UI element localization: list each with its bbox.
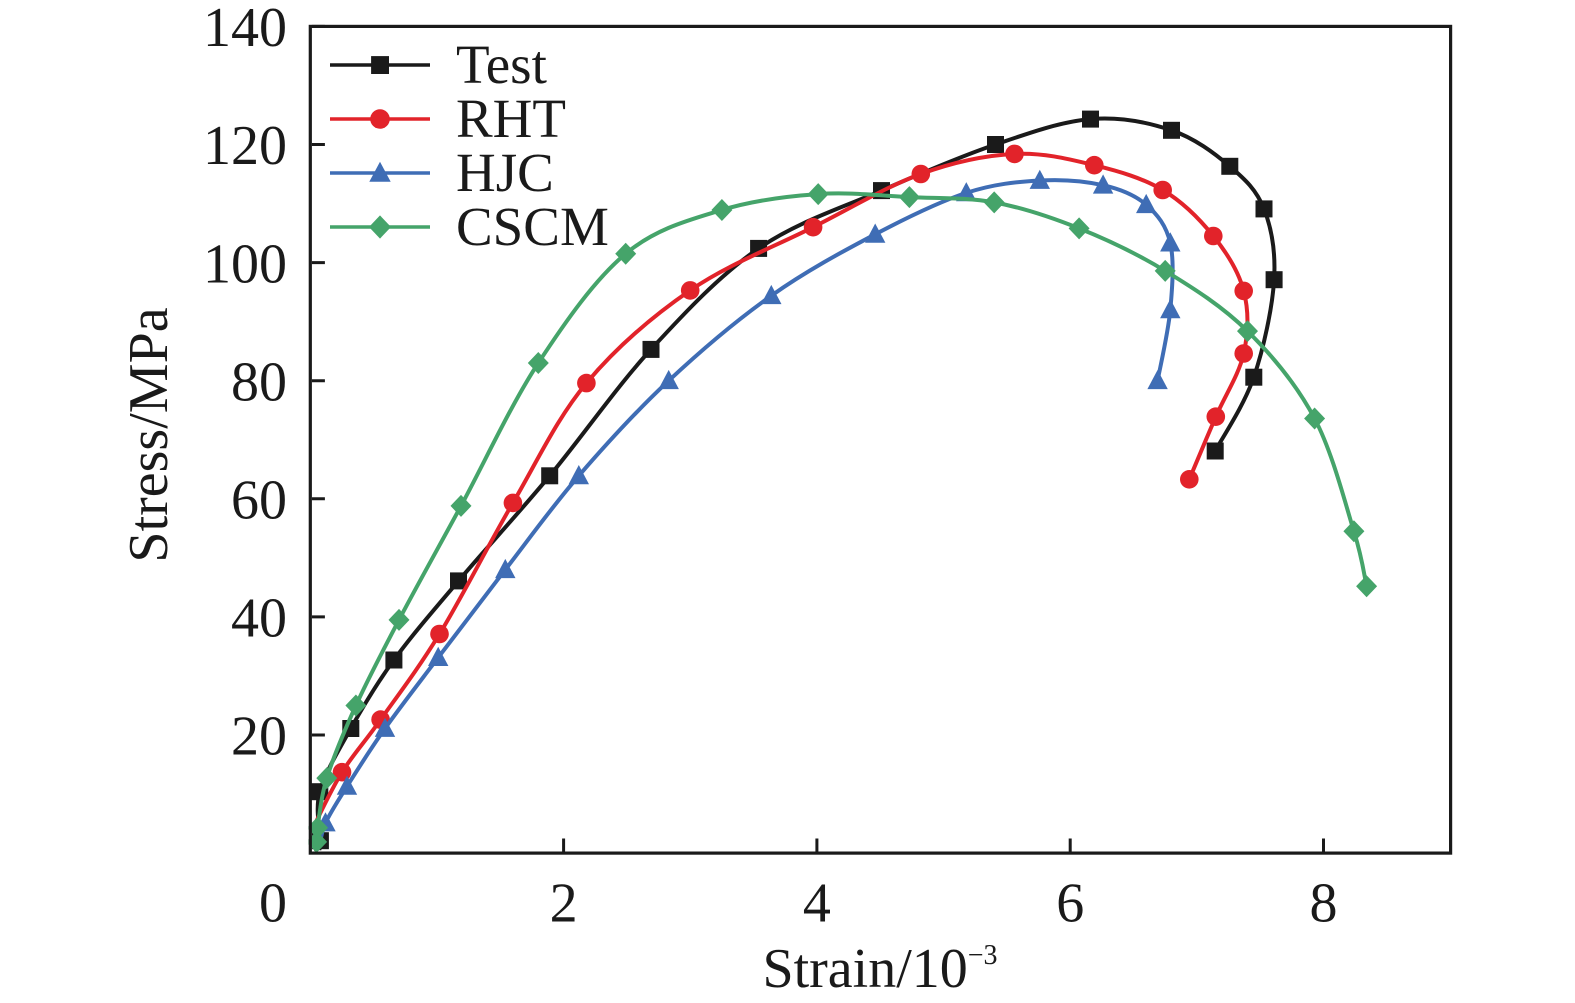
svg-text:Test: Test xyxy=(456,34,547,95)
svg-text:40: 40 xyxy=(231,588,287,650)
svg-text:8: 8 xyxy=(1310,873,1338,935)
svg-text:140: 140 xyxy=(203,0,287,59)
svg-text:60: 60 xyxy=(231,470,287,532)
svg-text:Stress/MPa: Stress/MPa xyxy=(118,307,180,562)
svg-text:RHT: RHT xyxy=(456,88,566,149)
svg-text:2: 2 xyxy=(550,873,578,935)
svg-text:0: 0 xyxy=(259,873,287,935)
svg-text:6: 6 xyxy=(1056,873,1084,935)
svg-text:CSCM: CSCM xyxy=(456,196,609,257)
svg-text:4: 4 xyxy=(803,873,831,935)
svg-text:Strain/10−3: Strain/10−3 xyxy=(762,938,997,1000)
svg-text:20: 20 xyxy=(231,706,287,768)
svg-text:80: 80 xyxy=(231,351,287,413)
svg-text:120: 120 xyxy=(203,115,287,177)
svg-text:100: 100 xyxy=(203,233,287,295)
svg-text:HJC: HJC xyxy=(456,142,554,203)
